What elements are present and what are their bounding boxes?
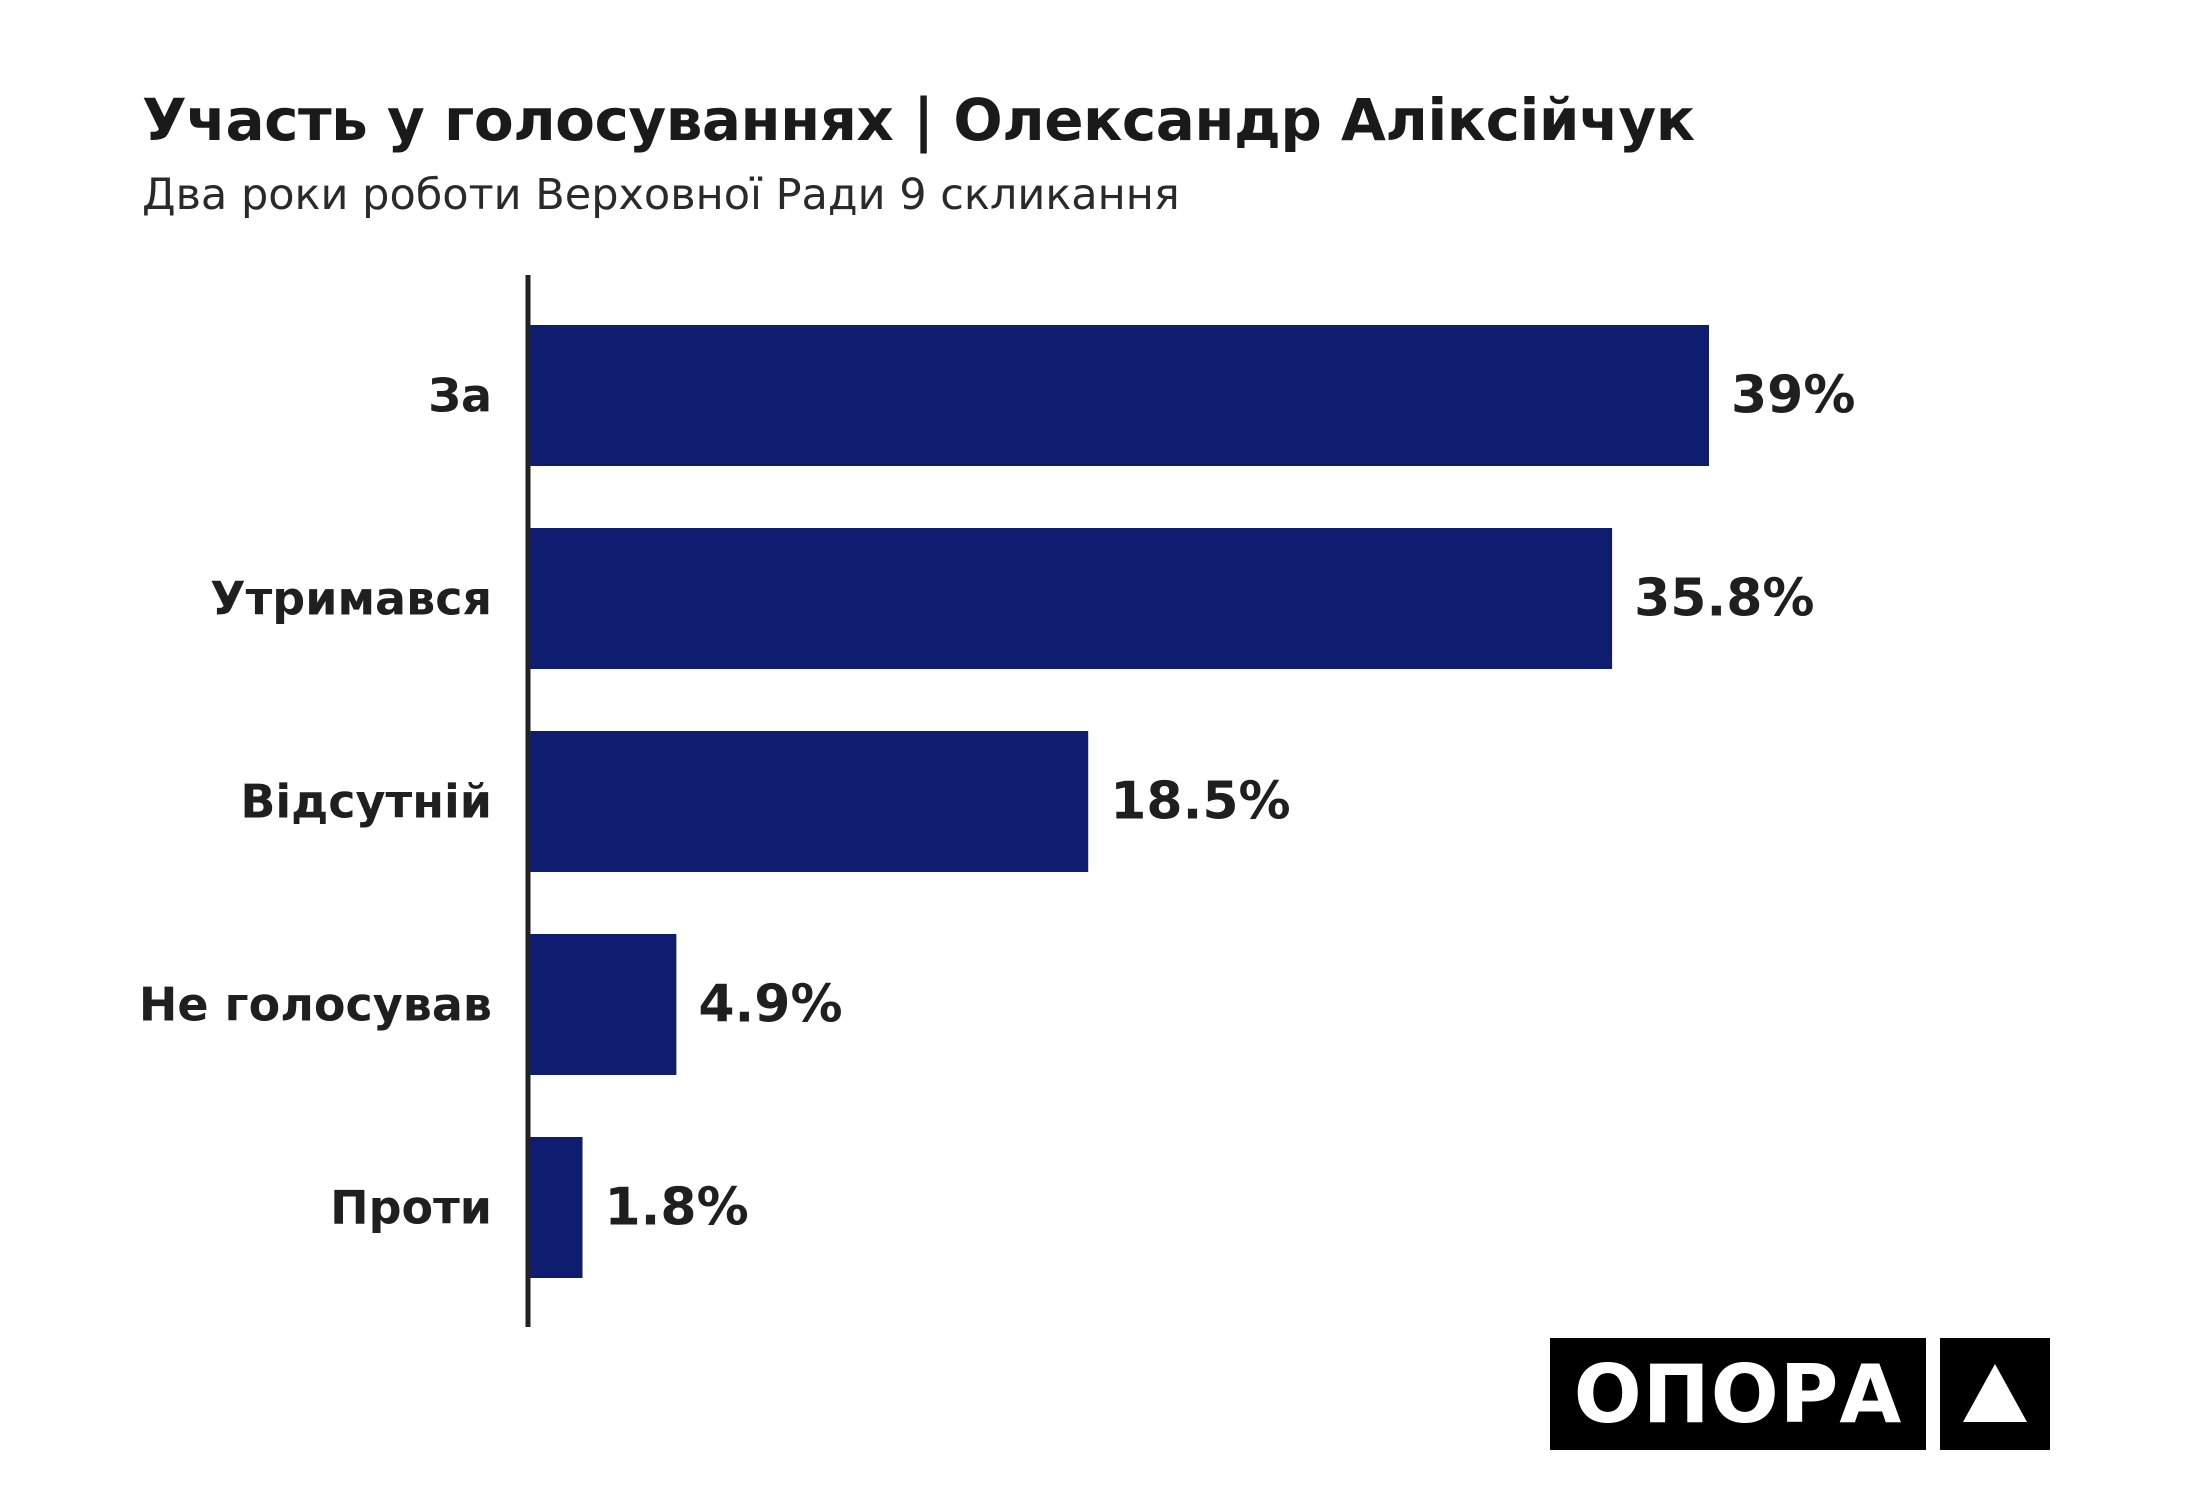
value-label-1: 35.8% — [1634, 569, 1814, 629]
value-label-2: 18.5% — [1110, 772, 1290, 832]
category-label-4: Проти — [330, 1181, 492, 1235]
bar-2 — [528, 731, 1089, 872]
category-label-0: За — [428, 369, 492, 423]
bar-1 — [528, 528, 1613, 669]
category-label-1: Утримався — [210, 572, 492, 626]
category-label-3: Не голосував — [139, 978, 492, 1032]
bar-4 — [528, 1137, 583, 1278]
value-label-0: 39% — [1731, 366, 1855, 426]
chart-title: Участь у голосуваннях | Олександр Аліксі… — [142, 86, 1695, 154]
value-label-3: 4.9% — [698, 975, 842, 1035]
value-label-4: 1.8% — [605, 1178, 749, 1238]
triangle-icon — [1940, 1338, 2050, 1450]
chart-subtitle: Два роки роботи Верховної Ради 9 скликан… — [142, 170, 1180, 220]
opora-logo-text: ОПОРА — [1550, 1338, 1926, 1450]
bar-0 — [528, 325, 1709, 466]
category-label-2: Відсутній — [240, 775, 492, 829]
bar-3 — [528, 934, 677, 1075]
